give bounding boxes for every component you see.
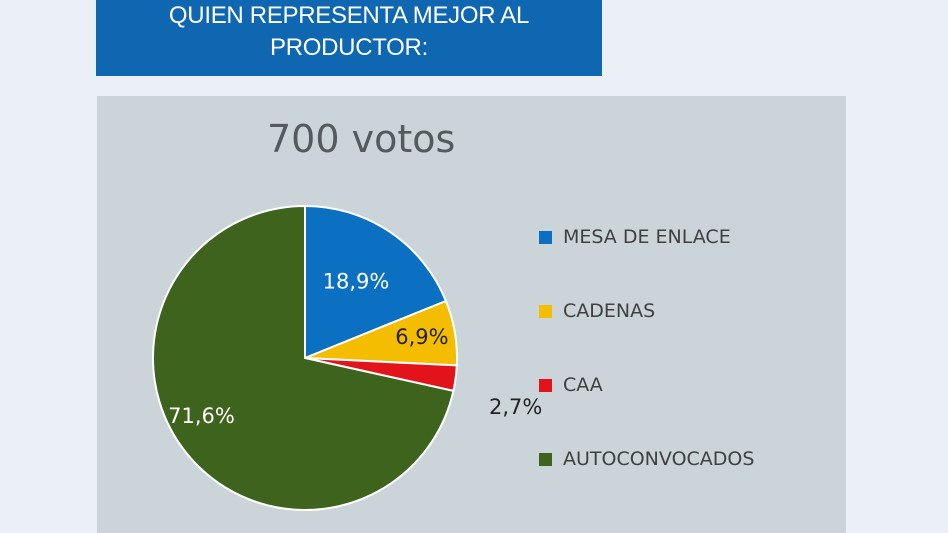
legend-swatch (539, 452, 552, 466)
legend-item: AUTOCONVOCADOS (539, 448, 754, 470)
pie-slice-autoconvocados (152, 204, 455, 511)
chart-title: 700 votos (267, 117, 456, 161)
header-banner: QUIEN REPRESENTA MEJOR AL PRODUCTOR: (96, 0, 602, 76)
banner-title-line-1: QUIEN REPRESENTA MEJOR AL (168, 2, 530, 29)
banner-title-line-2: PRODUCTOR: (270, 34, 428, 61)
legend-swatch (539, 378, 552, 392)
pie-chart: 18,9% 6,9% 2,7% 71,6% (152, 204, 542, 511)
legend-swatch (539, 304, 552, 318)
legend-label: MESA DE ENLACE (563, 226, 731, 248)
pie-data-label: 18,9% (323, 269, 390, 293)
pie-data-label: 71,6% (168, 404, 235, 428)
legend-swatch (539, 230, 552, 244)
legend-label: AUTOCONVOCADOS (563, 448, 755, 470)
pie-data-label: 6,9% (395, 325, 448, 349)
legend-item: CADENAS (539, 300, 655, 322)
legend-label: CADENAS (563, 300, 656, 322)
chart-panel: 700 votos 18,9% 6,9% 2,7% 71,6% MESA DE ENL… (97, 96, 846, 533)
legend-label: CAA (563, 374, 603, 396)
pie-data-label: 2,7% (489, 395, 542, 419)
pie-slice-mesa-de-enlace (304, 204, 448, 360)
legend-item: MESA DE ENLACE (539, 226, 731, 248)
legend-item: CAA (539, 374, 603, 396)
